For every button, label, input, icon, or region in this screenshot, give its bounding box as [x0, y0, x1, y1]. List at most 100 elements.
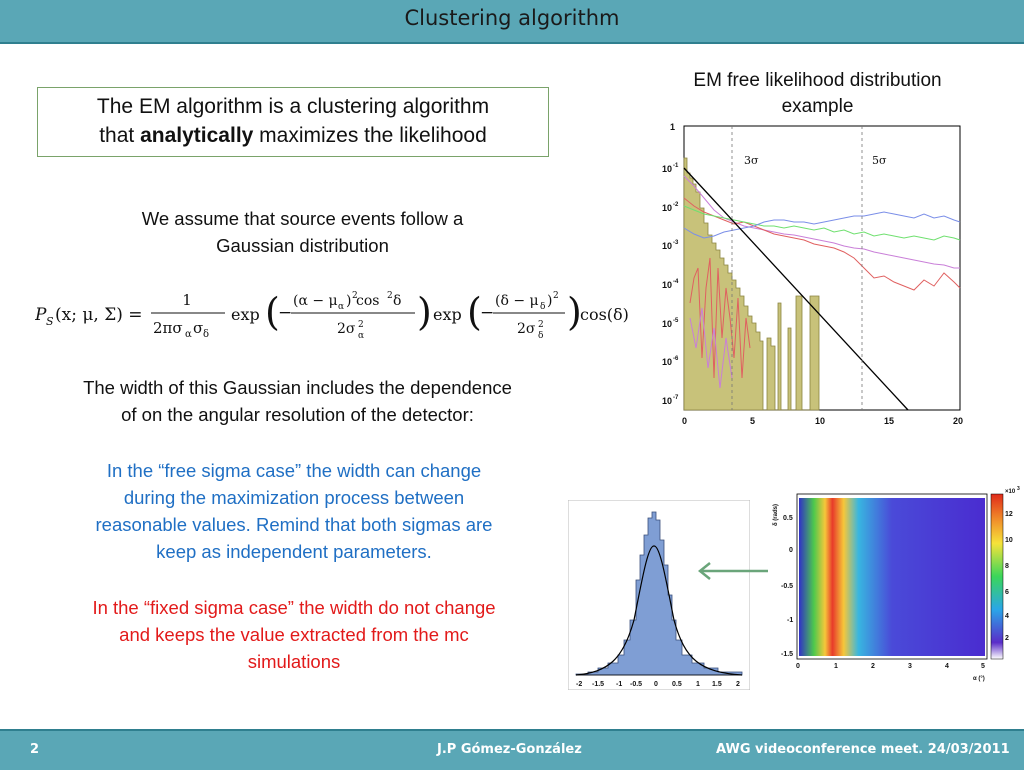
color-scale [990, 493, 1004, 660]
formula-frac2-num-b: ) [346, 293, 351, 309]
formula-frac3-den: 2σ [517, 321, 536, 337]
y-exp-5: -5 [673, 318, 679, 324]
free-line3: reasonable values. Remind that both sigm… [95, 514, 493, 535]
heat-x-tick-5: 5 [981, 663, 985, 670]
heat-x-tick-4: 4 [945, 663, 949, 670]
em-red-series [683, 197, 961, 291]
plot-title: EM free likelihood distribution example [655, 68, 980, 120]
gaussian-formula: P S (x; μ, Σ) = 1 2πσ α σ δ exp ( − (α −… [35, 290, 629, 341]
formula-paren-close2: ) [567, 290, 582, 334]
hist-x-tick-6: 1 [696, 681, 700, 688]
page-number: 2 [30, 742, 40, 757]
formula-cos: cos(δ) [580, 305, 629, 324]
em-box-bold: analytically [140, 124, 254, 147]
formula-frac2-den-sup: 2 [358, 320, 364, 330]
formula-frac3-den-sup: 2 [538, 320, 544, 330]
hist-fit [575, 545, 743, 676]
y-tick-5: 10 [662, 319, 672, 329]
formula-minus1: − [278, 303, 292, 323]
y-exp-2: -2 [673, 202, 679, 208]
scale-tick-2: 8 [1005, 563, 1009, 570]
formula-frac2-num-sup2: 2 [387, 291, 393, 301]
em-box-text-end: maximizes the likelihood [253, 124, 487, 147]
formula-frac3-num-sub: δ [540, 302, 545, 312]
heat-x-tick-0: 0 [796, 663, 800, 670]
em-fill-hist [683, 157, 820, 411]
resolution-heatmap: ×10 3 12 10 8 6 4 2 0.5 0 -0.5 -1 -1.5 0… [773, 486, 1020, 682]
formula-lhs-sub: S [46, 315, 54, 328]
footer-event: AWG videoconference meet. 24/03/2011 [716, 742, 1010, 757]
formula-frac1-den-a: α [185, 329, 192, 340]
x-tick-4: 20 [953, 416, 963, 426]
plot-title-line2: example [781, 96, 854, 117]
em-magenta-series [683, 175, 960, 269]
x-tick-1: 5 [750, 416, 755, 426]
scale-tick-1: 10 [1005, 537, 1013, 544]
width-text: The width of this Gaussian includes the … [25, 374, 570, 428]
em-magenta-noise [689, 307, 733, 389]
heat-y-tick-3: -1 [787, 617, 793, 624]
em-fill-path [683, 157, 820, 411]
heatmap-area [799, 498, 985, 656]
assumption-line2: Gaussian distribution [216, 235, 389, 256]
hist-x-tick-5: 0.5 [672, 681, 682, 688]
formula-frac1-num: 1 [182, 291, 192, 309]
heat-y-label: δ (rads) [773, 504, 779, 526]
heat-x-tick-1: 1 [834, 663, 838, 670]
fixed-line2: and keeps the value extracted from the m… [119, 624, 469, 645]
hist-x-tick-2: -1 [616, 681, 622, 688]
free-line1: In the “free sigma case” the width can c… [106, 460, 482, 481]
formula-frac2-num: (α − μ [293, 293, 338, 309]
assumption-text: We assume that source events follow a Ga… [60, 205, 545, 259]
fixed-sigma-text: In the “fixed sigma case” the width do n… [40, 594, 548, 675]
free-line4: keep as independent parameters. [156, 541, 432, 562]
formula-paren-open1: ( [265, 290, 280, 334]
resolution-histogram: -2 -1.5 -1 -0.5 0 0.5 1 1.5 2 [568, 500, 750, 690]
y-tick-3: 10 [662, 241, 672, 251]
y-exp-6: -6 [673, 356, 679, 362]
label-5sigma: 5σ [872, 154, 887, 167]
formula-paren-close1: ) [417, 290, 432, 334]
heat-y-tick-2: -0.5 [781, 583, 793, 590]
hist-x-tick-3: -0.5 [630, 681, 642, 688]
y-tick-6: 10 [662, 357, 672, 367]
heat-x-label: α (°) [973, 676, 985, 682]
formula-exp2: exp [433, 305, 462, 324]
formula-args: (x; μ, Σ) = [55, 305, 143, 325]
heat-y-tick-0: 0.5 [783, 515, 793, 522]
scale-tick-4: 4 [1005, 613, 1009, 620]
hist-x-tick-8: 2 [736, 681, 740, 688]
footer-author: J.P Gómez-González [437, 742, 582, 757]
plot-title-line1: EM free likelihood distribution [693, 70, 942, 91]
hist-x-tick-0: -2 [576, 681, 582, 688]
hist-x-tick-7: 1.5 [712, 681, 722, 688]
y-tick-0: 1 [670, 122, 675, 132]
formula-frac2-num-c: cos [356, 293, 379, 309]
scale-tick-3: 6 [1005, 589, 1009, 596]
formula-frac2-den: 2σ [337, 321, 356, 337]
label-3sigma: 3σ [744, 154, 759, 167]
heat-x-tick-3: 3 [908, 663, 912, 670]
em-box-text: that [99, 124, 141, 147]
em-box-line1: The EM algorithm is a clustering algorit… [96, 95, 490, 118]
assumption-line1: We assume that source events follow a [141, 208, 464, 229]
y-exp-3: -3 [673, 240, 679, 246]
footer-bar: 2 J.P Gómez-González AWG videoconference… [0, 729, 1024, 770]
scale-exponent: 3 [1017, 486, 1020, 492]
formula-minus2: − [480, 303, 494, 323]
hist-x-tick-1: -1.5 [592, 681, 604, 688]
width-line2: of on the angular resolution of the dete… [121, 404, 474, 425]
title-bar: Clustering algorithm [0, 0, 1024, 44]
free-sigma-text: In the “free sigma case” the width can c… [40, 457, 548, 565]
free-line2: during the maximization process between [123, 487, 465, 508]
y-tick-4: 10 [662, 280, 672, 290]
formula-frac3-num-sup: 2 [553, 291, 559, 301]
formula-frac3-den-sub: δ [538, 331, 543, 341]
fixed-line1: In the “fixed sigma case” the width do n… [92, 597, 496, 618]
x-tick-2: 10 [815, 416, 825, 426]
formula-frac2-den-sub: α [358, 331, 364, 341]
y-exp-7: -7 [673, 395, 679, 401]
heat-y-tick-4: -1.5 [781, 651, 793, 658]
formula-frac2-num-sub: α [338, 302, 344, 312]
y-tick-7: 10 [662, 396, 672, 406]
